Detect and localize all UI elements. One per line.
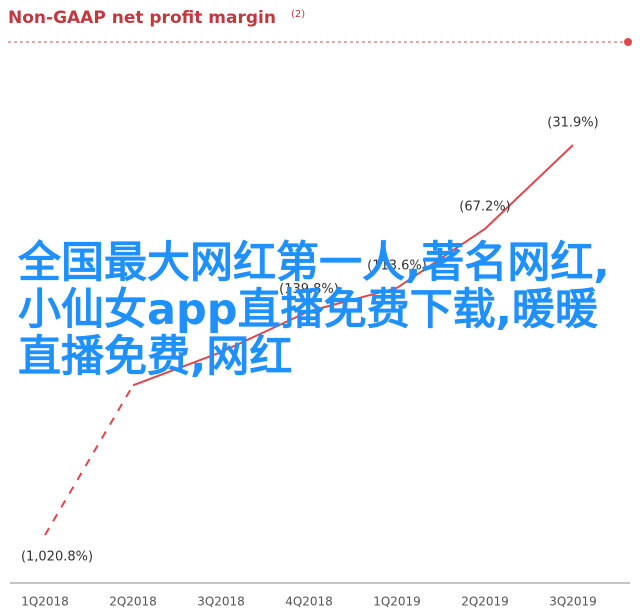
x-tick-label: 2Q2019 [461, 595, 509, 609]
data-label: (113.6%) [367, 258, 427, 273]
line-segment [44, 384, 134, 536]
x-tick-label: 1Q2019 [373, 595, 421, 609]
title-note: (2) [291, 9, 305, 20]
x-tick-label: 3Q2018 [197, 595, 245, 609]
line-segment [484, 144, 574, 230]
line-segment [396, 228, 486, 289]
overlay-text: 全国最大网红第一人,著名网红,小仙女app直播免费下载,暖暖直播免费,网红 [18, 238, 610, 382]
data-label: (31.9%) [547, 116, 598, 131]
line-segment [132, 351, 222, 387]
line-segment [220, 310, 310, 354]
chart-title: Non-GAAP net profit margin [8, 8, 276, 28]
x-tick-label: 1Q2018 [21, 595, 69, 609]
data-label: (67.2%) [459, 199, 510, 214]
x-tick-label: 2Q2018 [109, 595, 157, 609]
x-tick-label: 4Q2018 [285, 595, 333, 609]
title-rule-dot [624, 38, 632, 46]
line-segment [308, 286, 398, 313]
data-label: (1,020.8%) [21, 550, 93, 565]
data-label: (139.8%) [279, 282, 339, 297]
x-tick-label: 3Q2019 [549, 595, 597, 609]
